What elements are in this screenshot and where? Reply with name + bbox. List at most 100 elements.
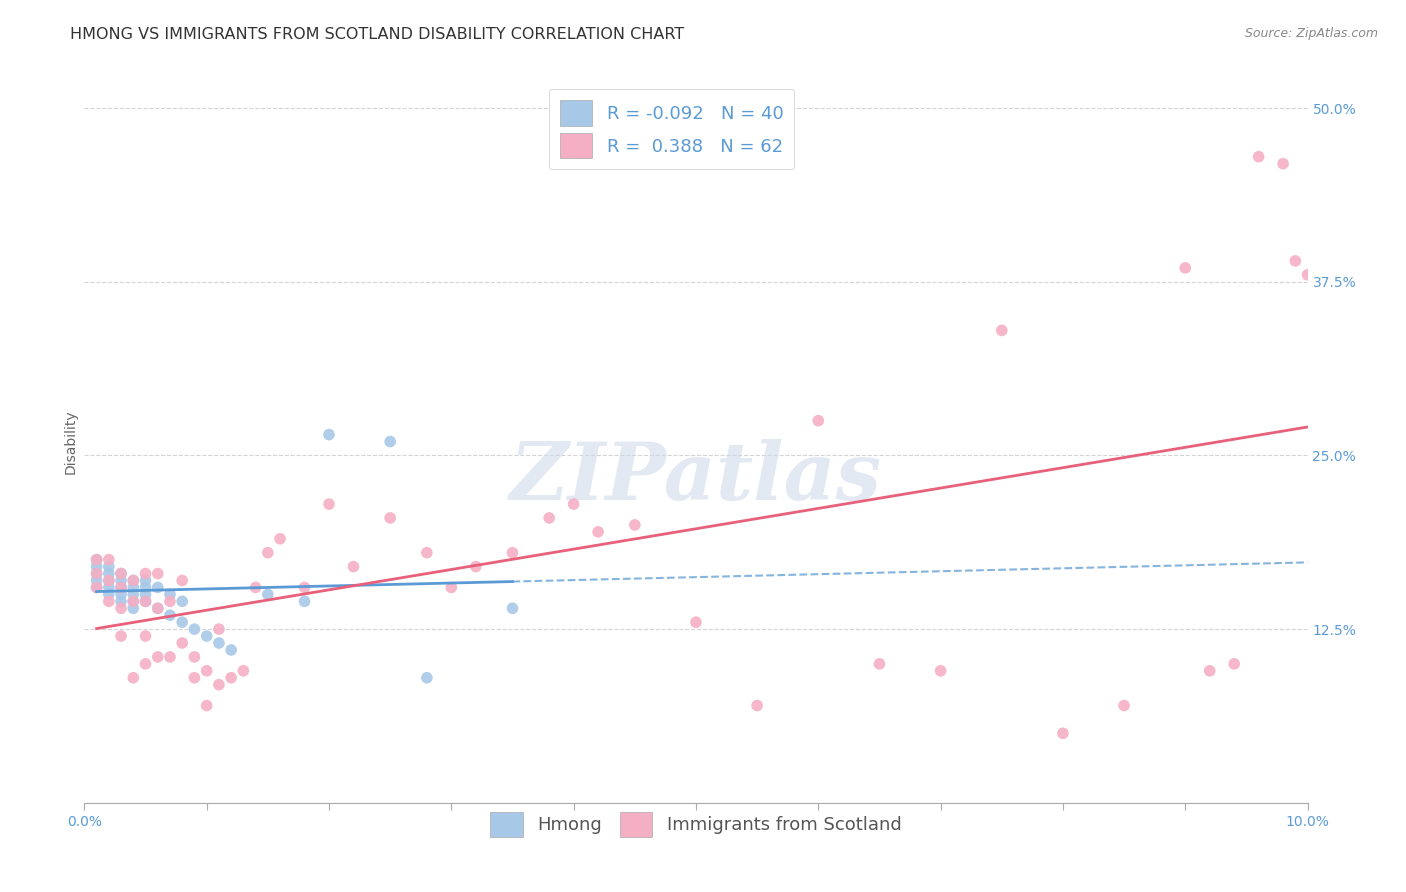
Point <box>97 574 120 588</box>
Point <box>110 566 132 581</box>
Point <box>869 657 891 671</box>
Point <box>586 524 609 539</box>
Point <box>318 497 340 511</box>
Text: HMONG VS IMMIGRANTS FROM SCOTLAND DISABILITY CORRELATION CHART: HMONG VS IMMIGRANTS FROM SCOTLAND DISABI… <box>70 27 685 42</box>
Point <box>172 574 194 588</box>
Point <box>1198 664 1220 678</box>
Point <box>538 511 561 525</box>
Point <box>257 546 280 560</box>
Point <box>146 601 169 615</box>
Point <box>146 581 169 595</box>
Point <box>146 601 169 615</box>
Point <box>97 566 120 581</box>
Point <box>380 511 402 525</box>
Point <box>135 594 157 608</box>
Point <box>110 574 132 588</box>
Point <box>195 698 218 713</box>
Point <box>172 615 194 630</box>
Point <box>122 601 145 615</box>
Point <box>135 574 157 588</box>
Point <box>269 532 291 546</box>
Point <box>195 629 218 643</box>
Point <box>172 594 194 608</box>
Point <box>1284 253 1306 268</box>
Point <box>183 622 205 636</box>
Point <box>110 629 132 643</box>
Point <box>624 517 647 532</box>
Point <box>110 587 132 601</box>
Point <box>86 559 108 574</box>
Point <box>159 594 181 608</box>
Point <box>1223 657 1246 671</box>
Point <box>110 581 132 595</box>
Point <box>294 594 316 608</box>
Point <box>122 671 145 685</box>
Point <box>97 587 120 601</box>
Point <box>1174 260 1197 275</box>
Point <box>86 566 108 581</box>
Y-axis label: Disability: Disability <box>63 409 77 474</box>
Point <box>807 414 830 428</box>
Point <box>929 664 952 678</box>
Point <box>135 657 157 671</box>
Point <box>991 323 1014 337</box>
Point <box>97 574 120 588</box>
Point <box>122 594 145 608</box>
Point <box>122 574 145 588</box>
Point <box>122 594 145 608</box>
Point <box>122 587 145 601</box>
Point <box>97 581 120 595</box>
Point <box>97 559 120 574</box>
Point <box>159 587 181 601</box>
Point <box>135 566 157 581</box>
Point <box>502 546 524 560</box>
Point <box>1052 726 1074 740</box>
Point <box>464 559 486 574</box>
Point <box>122 581 145 595</box>
Point <box>208 622 231 636</box>
Point <box>183 671 205 685</box>
Point <box>146 649 169 664</box>
Point <box>183 649 205 664</box>
Point <box>86 552 108 566</box>
Point <box>97 552 120 566</box>
Point <box>1247 150 1270 164</box>
Point <box>380 434 402 449</box>
Text: ZIPatlas: ZIPatlas <box>510 439 882 516</box>
Point <box>195 664 218 678</box>
Point <box>208 678 231 692</box>
Point <box>257 587 280 601</box>
Point <box>416 671 439 685</box>
Point <box>86 574 108 588</box>
Point <box>135 587 157 601</box>
Point <box>502 601 524 615</box>
Point <box>110 581 132 595</box>
Point <box>562 497 585 511</box>
Point <box>747 698 769 713</box>
Point <box>86 552 108 566</box>
Point <box>416 546 439 560</box>
Point <box>135 594 157 608</box>
Point <box>1114 698 1136 713</box>
Point <box>219 643 242 657</box>
Point <box>219 671 242 685</box>
Point <box>135 581 157 595</box>
Legend: Hmong, Immigrants from Scotland: Hmong, Immigrants from Scotland <box>484 805 908 845</box>
Point <box>440 581 463 595</box>
Point <box>318 427 340 442</box>
Point <box>86 566 108 581</box>
Point <box>110 594 132 608</box>
Point <box>122 574 145 588</box>
Point <box>159 649 181 664</box>
Point <box>86 581 108 595</box>
Point <box>685 615 707 630</box>
Point <box>232 664 254 678</box>
Point <box>110 566 132 581</box>
Point <box>1296 268 1319 282</box>
Point <box>342 559 364 574</box>
Point <box>110 601 132 615</box>
Point <box>159 608 181 623</box>
Point <box>86 581 108 595</box>
Point <box>245 581 267 595</box>
Point <box>97 594 120 608</box>
